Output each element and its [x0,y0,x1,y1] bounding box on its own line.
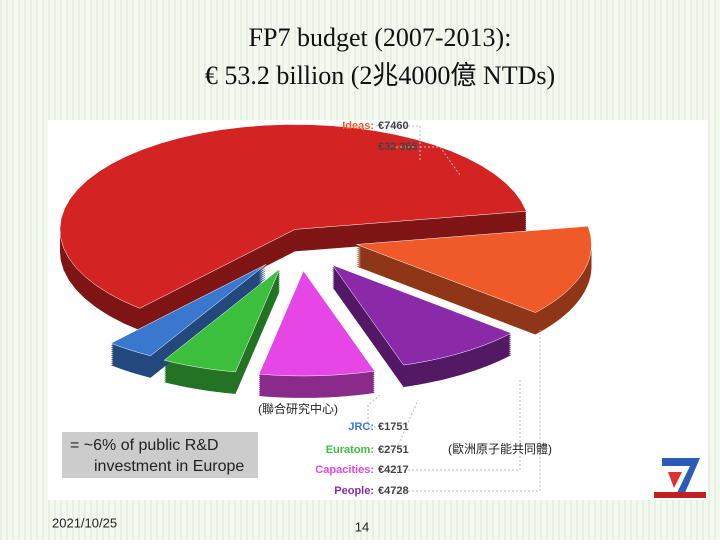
legend-label: Capacities: [315,464,374,476]
footer-date: 2021/10/25 [52,515,117,530]
slice [163,268,281,373]
page-number: 14 [355,519,369,534]
value-label: €4728 [378,485,409,497]
slice [356,225,592,313]
leader-line [380,330,541,492]
slice [110,264,267,357]
logo [652,452,708,500]
legend-label: Cooperation [309,141,374,153]
leader-line [367,394,381,428]
note-box [62,432,258,478]
value-label: €4217 [378,464,409,476]
leader-line [376,125,421,160]
leader-line [380,380,521,471]
annotation: (聯合研究中心) [258,401,338,416]
note-line: = ~6% of public R&D [70,437,219,454]
value-label: €1751 [378,421,409,433]
leader-line [392,146,461,176]
slice [59,124,527,309]
slice [258,270,376,377]
title-line: FP7 budget (2007-2013): [249,23,512,52]
slice [331,264,512,366]
legend-label: JRC: [348,421,374,433]
annotation: (歐洲原子能共同體) [448,441,552,456]
value-label: €32 365 [378,141,418,153]
legend-label: Euratom: [326,444,374,456]
legend-label: Ideas: [342,120,374,132]
title-line: € 53.2 billion (2兆4000億 NTDs) [205,61,555,90]
leader-line [378,399,419,451]
legend: Ideas: €7460 Cooperation €32 365 JRC: €1751 Eu… [309,120,541,497]
legend-label: People: [334,485,374,497]
value-label: €7460 [378,120,409,132]
note-line: investment in Europe [94,458,244,475]
value-label: €2751 [378,444,409,456]
pie [59,124,592,398]
